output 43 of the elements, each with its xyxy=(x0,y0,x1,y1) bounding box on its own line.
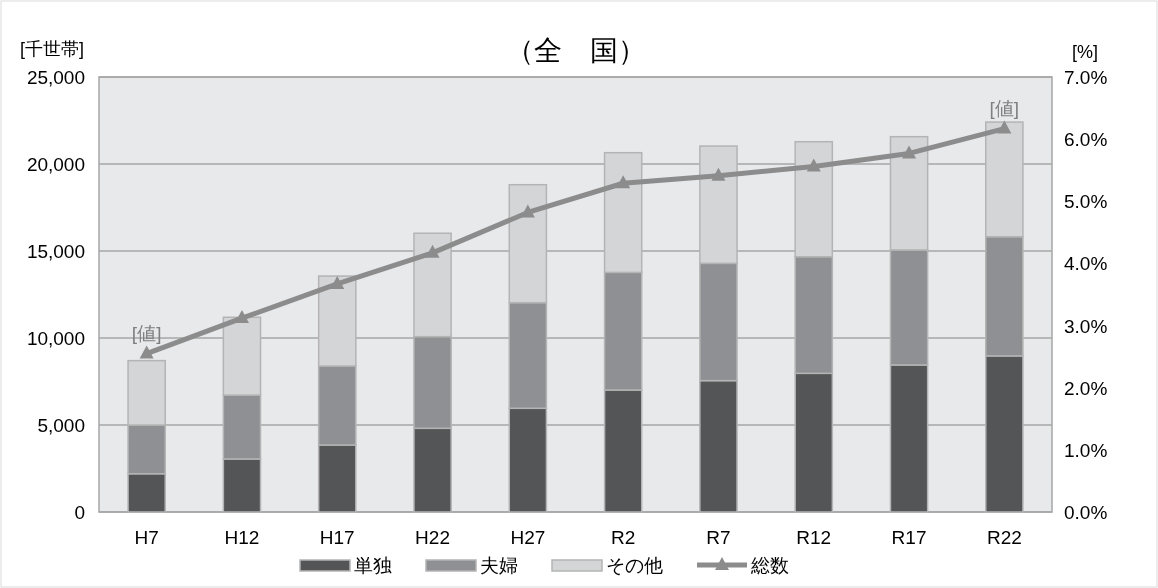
y2-tick-label: 7.0% xyxy=(1064,67,1108,88)
y-axis-title: [千世帯] xyxy=(20,39,85,59)
point xyxy=(520,204,535,218)
y2-tick-label: 6.0% xyxy=(1064,129,1108,151)
y-tick-label: 10,000 xyxy=(26,328,85,349)
legend-label: 総数 xyxy=(750,555,789,576)
y-tick-label: 0 xyxy=(74,502,85,523)
x-tick-label: H22 xyxy=(415,527,450,548)
y2-tick-label: 2.0% xyxy=(1064,377,1108,399)
legend-label: 夫婦 xyxy=(480,555,518,576)
y2-tick-label: 4.0% xyxy=(1064,253,1108,275)
x-tick-label: R22 xyxy=(986,527,1022,548)
point xyxy=(425,244,440,258)
x-tick-label: R17 xyxy=(891,527,927,548)
x-tick-label: R7 xyxy=(706,527,731,548)
x-tick-label: R2 xyxy=(611,527,636,548)
point xyxy=(139,345,154,359)
y2-tick-label: 0.0% xyxy=(1064,502,1108,523)
y-tick-label: 20,000 xyxy=(26,154,85,175)
x-tick-label: H12 xyxy=(224,527,260,548)
legend-label: 単独 xyxy=(354,555,392,576)
x-tick-label: R12 xyxy=(796,527,832,548)
y2-tick-label: 3.0% xyxy=(1064,315,1108,337)
point xyxy=(997,120,1012,134)
legend-label: その他 xyxy=(606,555,663,576)
x-tick-label: H27 xyxy=(510,527,546,548)
point xyxy=(616,175,631,189)
x-tick-label: H17 xyxy=(319,527,355,548)
y2-axis-title: [%] xyxy=(1072,42,1099,62)
point xyxy=(806,158,821,172)
x-tick-label: H7 xyxy=(134,527,159,548)
y-tick-label: 25,000 xyxy=(26,67,85,88)
point xyxy=(234,310,249,324)
point xyxy=(711,167,726,181)
point xyxy=(330,275,345,289)
annotation: [値] xyxy=(989,97,1020,119)
y2-tick-label: 1.0% xyxy=(1064,439,1108,461)
y2-tick-label: 5.0% xyxy=(1064,191,1108,213)
chart-title: （全 国） xyxy=(505,35,646,66)
y-tick-label: 15,000 xyxy=(26,241,85,262)
annotation: [値] xyxy=(131,322,162,344)
y-tick-label: 5,000 xyxy=(37,415,85,436)
point xyxy=(902,145,917,159)
